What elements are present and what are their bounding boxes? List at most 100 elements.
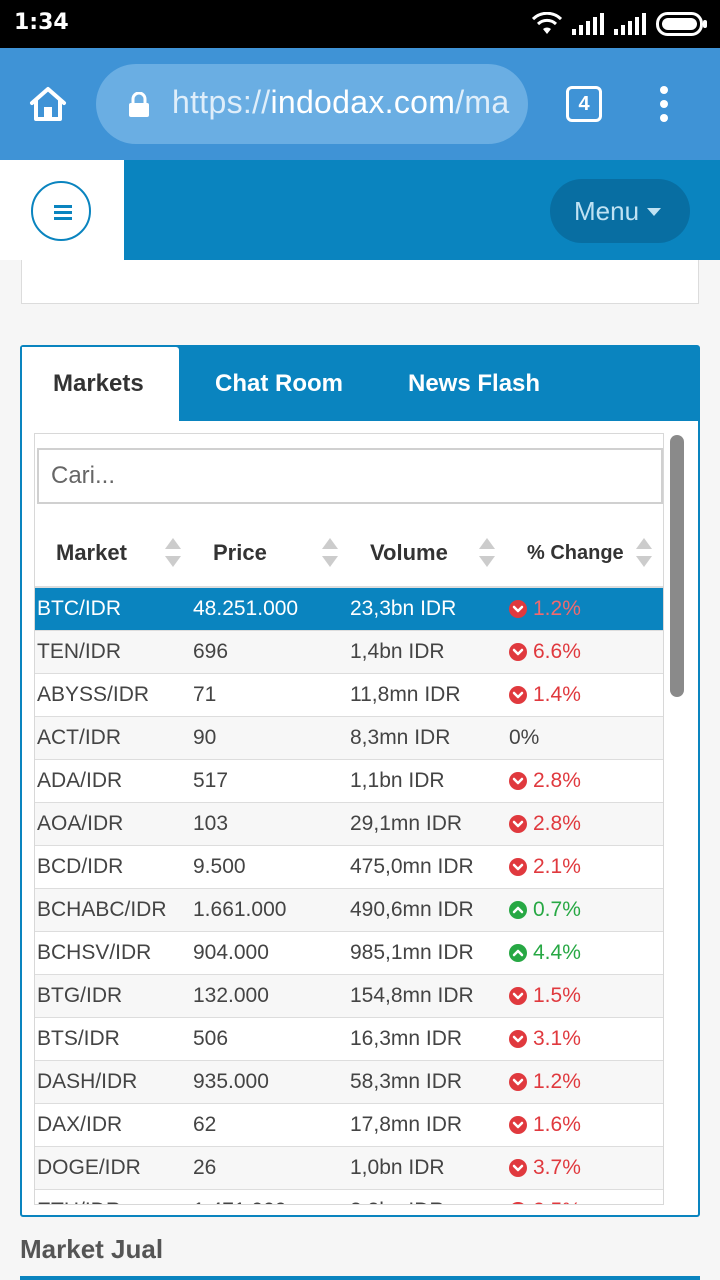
tab-news-flash[interactable]: News Flash [408,370,541,397]
market-cell: BCHABC/IDR [37,898,167,921]
table-row[interactable]: BCHABC/IDR 1.661.000 490,6mn IDR 0.7% [35,889,663,932]
lock-icon [129,92,149,117]
column-header-price[interactable]: Price [213,540,267,565]
more-options-icon[interactable] [658,86,670,126]
table-row[interactable]: ETH/IDR 1.471.000 3,2bn IDR 2.5% [35,1190,663,1204]
table-row[interactable]: BTS/IDR 506 16,3mn IDR 3.1% [35,1018,663,1061]
volume-cell: 154,8mn IDR [350,984,474,1007]
change-value: 1.2% [533,597,581,620]
change-cell: 2.8% [509,803,581,845]
sort-icon[interactable] [634,538,654,570]
sort-icon[interactable] [477,538,497,570]
table-row[interactable]: DASH/IDR 935.000 58,3mn IDR 1.2% [35,1061,663,1104]
price-cell: 904.000 [193,941,269,964]
table-header: Market Price Volume % Change [35,520,663,588]
chevron-down-circle-icon [509,686,527,704]
price-cell: 935.000 [193,1070,269,1093]
table-row[interactable]: ABYSS/IDR 71 11,8mn IDR 1.4% [35,674,663,717]
change-value: 3.1% [533,1027,581,1050]
column-header-volume[interactable]: Volume [370,540,448,565]
menu-button[interactable]: Menu [550,179,690,243]
change-value: 4.4% [533,941,581,964]
change-cell: 2.1% [509,846,581,888]
url-scheme: https:// [172,84,271,120]
market-cell: TEN/IDR [37,640,121,663]
tab-switcher-button[interactable]: 4 [566,86,602,122]
column-header-market[interactable]: Market [56,540,127,565]
change-value: 0.7% [533,898,581,921]
price-cell: 26 [193,1156,217,1179]
change-value: 2.1% [533,855,581,878]
change-cell: 0.7% [509,889,581,931]
change-value: 2.8% [533,769,581,792]
market-cell: DOGE/IDR [37,1156,141,1179]
tab-markets[interactable]: Markets [22,347,179,421]
change-cell: 2.5% [509,1190,581,1204]
chevron-up-circle-icon [509,901,527,919]
caret-down-icon [647,208,662,216]
market-jual-header [20,1276,700,1280]
market-cell: ACT/IDR [37,726,121,749]
volume-cell: 490,6mn IDR [350,898,474,921]
battery-icon [656,12,707,36]
table-row[interactable]: BCD/IDR 9.500 475,0mn IDR 2.1% [35,846,663,889]
change-cell: 1.5% [509,975,581,1017]
chevron-down-circle-icon [509,1073,527,1091]
change-cell: 1.2% [509,588,581,630]
change-cell: 0% [509,717,539,759]
table-row[interactable]: DOGE/IDR 26 1,0bn IDR 3.7% [35,1147,663,1190]
volume-cell: 16,3mn IDR [350,1027,463,1050]
table-row[interactable]: TEN/IDR 696 1,4bn IDR 6.6% [35,631,663,674]
table-row[interactable]: AOA/IDR 103 29,1mn IDR 2.8% [35,803,663,846]
table-row[interactable]: ADA/IDR 517 1,1bn IDR 2.8% [35,760,663,803]
sort-icon[interactable] [163,538,183,570]
scrollbar[interactable] [670,435,684,697]
price-cell: 71 [193,683,217,706]
change-cell: 1.6% [509,1104,581,1146]
address-bar[interactable]: https://indodax.com/ma [96,64,528,144]
market-cell: BTG/IDR [37,984,123,1007]
volume-cell: 11,8mn IDR [350,683,461,706]
change-cell: 3.1% [509,1018,581,1060]
status-bar: 1:34 [0,0,720,48]
volume-cell: 17,8mn IDR [350,1113,463,1136]
chevron-down-circle-icon [509,1030,527,1048]
table-body: BTC/IDR 48.251.000 23,3bn IDR 1.2% TEN/IDR 69… [35,588,663,1204]
price-cell: 696 [193,640,229,663]
table-row[interactable]: ACT/IDR 90 8,3mn IDR 0% [35,717,663,760]
sort-icon[interactable] [320,538,340,570]
price-cell: 1.661.000 [193,898,287,921]
panel-tabs: Markets Chat Room News Flash [22,347,698,421]
change-value: 2.8% [533,812,581,835]
search-input[interactable] [37,448,663,504]
chevron-down-circle-icon [509,643,527,661]
url-text: https://indodax.com/ma [172,84,509,121]
price-cell: 62 [193,1113,217,1136]
price-cell: 1.471.000 [193,1190,286,1204]
status-time: 1:34 [14,10,69,35]
chevron-down-circle-icon [509,987,527,1005]
markets-table: Market Price Volume % Change BTC/IDR 48.2… [34,433,664,1205]
column-header-change[interactable]: % Change [527,542,624,564]
browser-toolbar: https://indodax.com/ma 4 [0,48,720,160]
signal-icon [572,13,604,35]
volume-cell: 29,1mn IDR [350,812,463,835]
home-icon[interactable] [26,82,70,126]
price-cell: 9.500 [193,855,246,878]
table-row[interactable]: DAX/IDR 62 17,8mn IDR 1.6% [35,1104,663,1147]
market-jual-title: Market Jual [20,1234,164,1264]
table-row[interactable]: BCHSV/IDR 904.000 985,1mn IDR 4.4% [35,932,663,975]
site-header: Menu [0,160,720,260]
hamburger-menu-icon[interactable] [31,181,91,241]
table-row[interactable]: BTC/IDR 48.251.000 23,3bn IDR 1.2% [35,588,663,631]
change-value: 0% [509,726,540,749]
market-cell: BCD/IDR [37,855,124,878]
change-cell: 4.4% [509,932,581,974]
volume-cell: 58,3mn IDR [350,1070,463,1093]
tab-chat-room[interactable]: Chat Room [215,370,343,397]
volume-cell: 475,0mn IDR [350,855,474,878]
table-row[interactable]: BTG/IDR 132.000 154,8mn IDR 1.5% [35,975,663,1018]
chevron-down-circle-icon [509,858,527,876]
url-path: /ma [455,84,510,120]
wifi-icon [532,12,562,34]
